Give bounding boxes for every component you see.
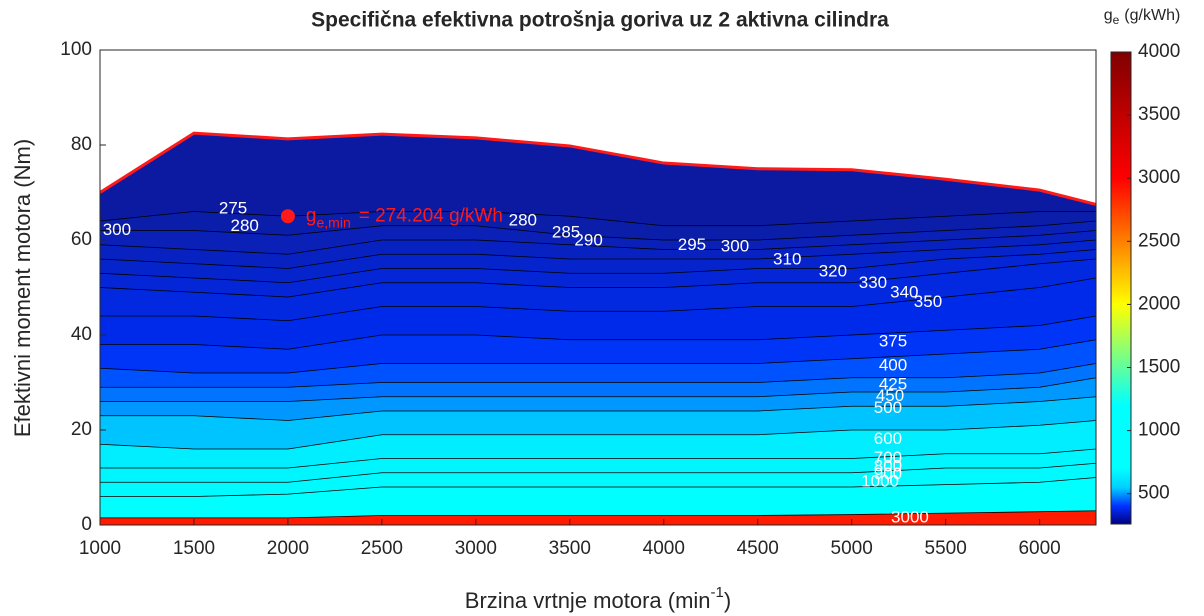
contour-label: 3000 [891,507,929,526]
colorbar-label: ge (g/kWh) [1104,7,1181,27]
x-tick-label: 4000 [643,538,685,559]
y-tick-label: 40 [71,324,92,345]
x-tick-label: 5000 [831,538,873,559]
contour-label: 800 [874,457,902,476]
x-axis-label-text: Brzina vrtnje motora (min [465,588,711,613]
minimum-symbol: g [306,205,317,226]
contour-label: 280 [509,210,537,229]
y-tick-label: 80 [71,134,92,155]
x-axis-label: Brzina vrtnje motora (min-1) [465,584,731,613]
contour-line [100,315,1096,350]
x-tick-label: 4500 [737,538,779,559]
contour-line [100,277,1096,322]
contour-label: 310 [773,249,801,268]
contour-label: 340 [890,283,918,302]
contour-line [100,249,1096,284]
contour-line [100,477,1096,497]
minimum-subscript: e,min [317,214,351,230]
chart-title: Specifična efektivna potrošnja goriva uz… [311,9,889,32]
contour-label: 330 [859,273,887,292]
colorbar-label-text: (g/kWh) [1124,7,1180,24]
contour-label: 285 [552,222,580,241]
contour-label: 280 [231,216,259,235]
x-tick-label: 3500 [549,538,591,559]
contour-label: 425 [879,374,907,393]
colorbar-tick-label: 2500 [1138,230,1180,251]
x-tick-label: 1000 [79,538,121,559]
contour-label: 300 [721,237,749,256]
contour-line [100,258,1096,298]
contour-line [100,462,1096,483]
contour-label: 350 [914,292,942,311]
contour-line [100,420,1096,450]
boundary-line [100,131,1096,206]
x-tick-label: 3000 [455,538,497,559]
minimum-text: = 274.204 g/kWh [359,205,503,226]
contour-label: 1000 [861,472,899,491]
contour-label: 700 [874,448,902,467]
y-tick-label: 20 [71,419,92,440]
colorbar [1110,51,1132,525]
y-tick-label: 0 [81,514,92,535]
contour-label: 500 [874,398,902,417]
x-tick-label: 2000 [267,538,309,559]
x-tick-label: 5500 [925,538,967,559]
contour-label: 600 [874,429,902,448]
contour-band [100,477,1096,525]
contour-label: 400 [879,355,907,374]
y-tick-label: 100 [60,39,92,60]
axes: 1000 1500 2000 2500 3000 3500 4000 4500 5000 5500… [60,39,1097,559]
contour-label: 300 [103,220,131,239]
colorbar-tick-label: 1500 [1138,357,1180,378]
y-axis-label: Efektivni moment motora (Nm) [10,139,35,437]
contour-line [100,211,1096,227]
contour-line [100,339,1096,374]
contour-label: 290 [574,230,602,249]
colorbar-tick-label: 2000 [1138,293,1180,314]
contour-label: 375 [879,332,907,351]
contour-line [100,448,1096,469]
colorbar-tick-label: 4000 [1138,41,1180,62]
contour-label: 320 [819,261,847,280]
colorbar-label-subscript: e [1113,13,1120,27]
colorbar-tick-label: 500 [1138,483,1170,504]
colorbar-tick-label: 3500 [1138,104,1180,125]
contour-line [100,377,1096,402]
minimum-point [280,209,295,224]
contour-label: 275 [219,199,247,218]
x-axis-label-suffix: ) [724,588,731,613]
axes-frame [99,49,1097,526]
y-tick-label: 60 [71,229,92,250]
x-tick-label: 6000 [1018,538,1060,559]
x-tick-label: 2500 [361,538,403,559]
x-tick-label: 1500 [173,538,215,559]
contour-line [100,510,1096,519]
contour-label: 450 [876,386,904,405]
minimum-annotation: ge,min = 274.204 g/kWh [306,205,503,230]
contour-label: 900 [874,464,902,483]
colorbar-tick-label: 3000 [1138,167,1180,188]
colorbar-label-symbol: g [1104,7,1113,24]
colorbar-tick-label: 1000 [1138,420,1180,441]
contour-line [100,239,1096,269]
contour-line [100,396,1096,421]
contour-line [100,220,1096,241]
contour-line [100,230,1096,255]
contour-band [100,510,1096,525]
contour-label: 295 [678,235,706,254]
contour-line [100,363,1096,388]
x-axis-label-sup: -1 [711,584,724,601]
